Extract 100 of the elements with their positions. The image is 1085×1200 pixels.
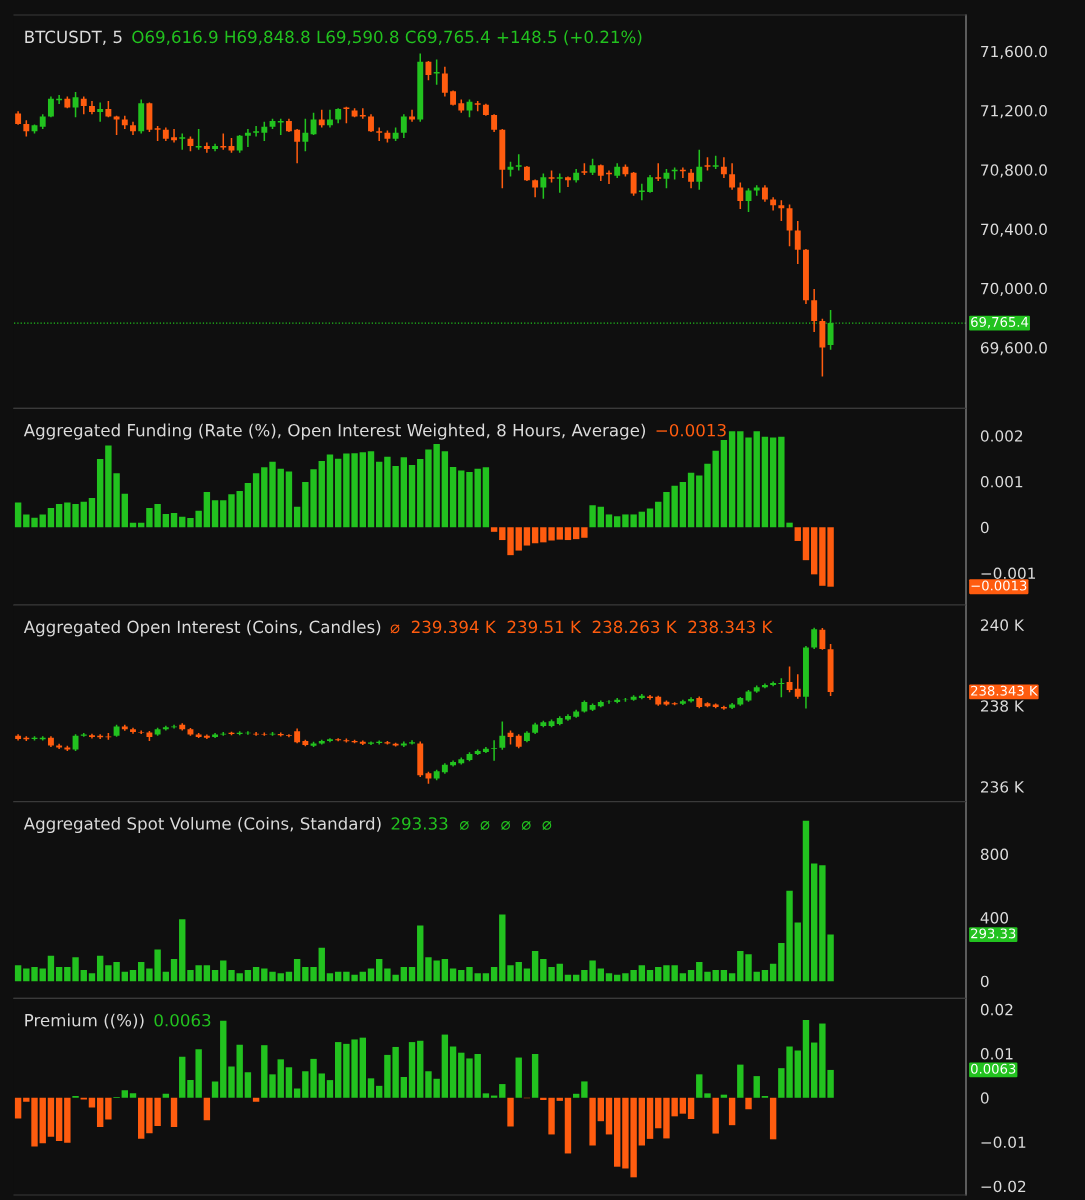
bar bbox=[162, 1093, 170, 1098]
bar bbox=[507, 1097, 514, 1127]
candlestick bbox=[171, 724, 177, 729]
candlestick bbox=[359, 740, 366, 745]
bar bbox=[802, 527, 810, 561]
bar bbox=[515, 1057, 522, 1098]
bar bbox=[531, 950, 539, 982]
candlestick bbox=[811, 627, 818, 650]
bar bbox=[614, 1097, 621, 1167]
text: −0.0013 bbox=[656, 423, 726, 437]
bar bbox=[810, 1042, 818, 1098]
bar bbox=[408, 1042, 416, 1098]
bar bbox=[646, 508, 654, 528]
bar bbox=[220, 500, 227, 528]
candlestick bbox=[97, 102, 104, 122]
text: 238.343 K bbox=[971, 685, 1038, 696]
bar bbox=[655, 1097, 662, 1129]
bar bbox=[47, 955, 55, 982]
bar bbox=[564, 527, 572, 541]
candlestick bbox=[171, 129, 177, 143]
bar bbox=[696, 962, 703, 982]
bar bbox=[417, 459, 424, 528]
candlestick bbox=[540, 173, 547, 199]
bar bbox=[96, 1097, 104, 1127]
bar bbox=[367, 451, 375, 528]
bar bbox=[572, 1093, 580, 1098]
bar bbox=[556, 527, 563, 540]
bar bbox=[655, 966, 662, 982]
y-tick-label: 0.002 bbox=[980, 430, 1023, 442]
bar bbox=[417, 1040, 424, 1098]
bar bbox=[449, 968, 457, 982]
bar bbox=[769, 437, 777, 528]
bar bbox=[458, 470, 465, 528]
candlestick bbox=[778, 200, 785, 221]
candlestick bbox=[327, 109, 333, 128]
bar bbox=[211, 1081, 219, 1098]
candlestick bbox=[433, 59, 440, 85]
bar bbox=[326, 1080, 334, 1098]
bar bbox=[769, 963, 777, 982]
bar bbox=[359, 1037, 366, 1098]
candlestick bbox=[72, 92, 79, 118]
bar bbox=[696, 1074, 703, 1098]
bar bbox=[720, 970, 728, 982]
bar bbox=[556, 963, 563, 982]
bar bbox=[293, 1088, 301, 1098]
bar bbox=[64, 1097, 71, 1143]
bar bbox=[753, 1076, 760, 1098]
bar bbox=[121, 1090, 128, 1098]
text: O69,616.9 H69,848.8 L69,590.8 C69,765.4 +148.5 (+0.21%) bbox=[132, 30, 642, 46]
bar bbox=[794, 1050, 801, 1098]
y-tick-label: 0 bbox=[980, 975, 989, 988]
bar bbox=[55, 966, 63, 982]
y-tick-label: 71,200.0 bbox=[981, 105, 1047, 119]
bar bbox=[88, 497, 96, 528]
bar bbox=[367, 1078, 375, 1098]
bar bbox=[679, 1097, 687, 1114]
bar bbox=[712, 1097, 719, 1134]
candlestick bbox=[15, 734, 22, 741]
candlestick bbox=[696, 149, 703, 190]
y-tick-label: 400 bbox=[980, 912, 1009, 924]
candlestick bbox=[203, 142, 210, 153]
bar bbox=[655, 501, 662, 528]
candlestick bbox=[244, 129, 251, 147]
bar bbox=[523, 527, 531, 546]
bar bbox=[638, 511, 646, 528]
bar bbox=[687, 472, 695, 528]
text: 293.33 bbox=[971, 928, 1016, 939]
bar bbox=[277, 973, 284, 982]
y-tick-label: 70,800.0 bbox=[981, 164, 1047, 178]
bar bbox=[531, 527, 539, 544]
bar bbox=[55, 503, 63, 528]
candlestick bbox=[671, 702, 678, 706]
bar bbox=[441, 451, 449, 528]
text: Premium ((%)) bbox=[25, 1013, 144, 1029]
bar bbox=[441, 1034, 449, 1098]
candlestick bbox=[647, 694, 653, 700]
text: −0.0013 bbox=[971, 580, 1027, 591]
bar bbox=[326, 973, 334, 982]
candlestick bbox=[310, 112, 317, 136]
bar bbox=[376, 1085, 383, 1098]
bar bbox=[88, 973, 96, 982]
bar bbox=[47, 1097, 55, 1137]
candlestick bbox=[294, 129, 301, 164]
bar bbox=[605, 1097, 613, 1135]
y-tick-label: −0.01 bbox=[981, 1136, 1026, 1148]
bar bbox=[400, 966, 408, 982]
bar bbox=[449, 1046, 457, 1098]
bar bbox=[761, 436, 769, 528]
bar bbox=[220, 1020, 227, 1098]
bar bbox=[252, 473, 260, 528]
bar bbox=[170, 1097, 178, 1127]
bar bbox=[121, 493, 128, 528]
bar bbox=[458, 970, 465, 982]
candlestick bbox=[786, 204, 793, 247]
y-tick-label: 70,000.0 bbox=[981, 282, 1047, 296]
bar bbox=[376, 461, 383, 528]
bar bbox=[597, 506, 604, 528]
bar bbox=[720, 1094, 728, 1098]
bar bbox=[417, 925, 424, 982]
bar bbox=[170, 513, 178, 528]
